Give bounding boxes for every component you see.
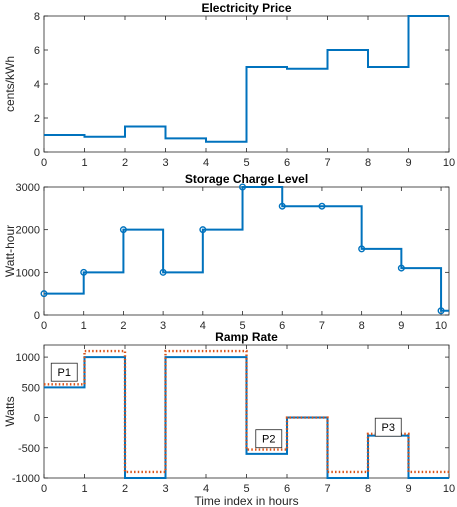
dotted-series-line <box>44 349 449 474</box>
data-point-marker <box>119 226 127 234</box>
x-tick-label: 4 <box>203 483 209 495</box>
data-point-marker <box>40 290 48 298</box>
callout-box <box>374 417 402 437</box>
series-line <box>44 356 449 479</box>
x-tick-label: 2 <box>122 157 128 169</box>
y-tick-label: 0 <box>34 413 40 425</box>
y-tick-label: 2000 <box>16 225 40 237</box>
callout-label: P1 <box>58 367 71 379</box>
data-point-marker <box>199 226 207 234</box>
x-tick-label: 6 <box>284 483 290 495</box>
x-tick-label: 2 <box>120 320 126 332</box>
y-tick-label: 1000 <box>16 267 40 279</box>
x-axis-label: Time index in hours <box>194 494 298 507</box>
x-tick-label: 5 <box>239 320 245 332</box>
x-tick-label: 3 <box>160 320 166 332</box>
series-line <box>44 15 449 143</box>
series-line <box>44 186 449 312</box>
y-tick-label: -1000 <box>12 473 40 485</box>
charge-axes-box <box>43 186 450 316</box>
y-tick-label: 2 <box>34 113 40 125</box>
x-tick-label: 8 <box>365 483 371 495</box>
y-tick-label: 1000 <box>16 352 40 364</box>
x-tick-label: 1 <box>81 483 87 495</box>
x-tick-label: 9 <box>405 157 411 169</box>
y-tick-label: 3000 <box>16 182 40 194</box>
y-tick-label: 4 <box>34 79 40 91</box>
x-tick-label: 4 <box>200 320 206 332</box>
x-tick-label: 6 <box>284 157 290 169</box>
x-tick-label: 8 <box>365 157 371 169</box>
x-tick-label: 9 <box>405 483 411 495</box>
x-tick-label: 6 <box>279 320 285 332</box>
ramp-rate-panel: 0 1 2 3 4 5 6 7 8 9 10 -1000 -500 0 500 1000 Ramp Rate Wa… <box>3 330 455 507</box>
x-tick-label: 7 <box>319 320 325 332</box>
data-point-marker <box>80 268 88 276</box>
x-tick-label: 8 <box>359 320 365 332</box>
x-tick-label: 5 <box>243 157 249 169</box>
data-point-marker <box>358 245 366 253</box>
x-tick-label: 3 <box>162 483 168 495</box>
callout-box <box>255 429 283 449</box>
data-point-marker <box>239 183 247 191</box>
x-tick-label: 1 <box>81 320 87 332</box>
callout-label: P3 <box>382 422 395 434</box>
x-tick-label: 3 <box>162 157 168 169</box>
y-axis-label: Watt-hour <box>3 225 17 277</box>
y-tick-label: 500 <box>22 382 40 394</box>
data-point-marker <box>318 202 326 210</box>
x-tick-label: 7 <box>324 157 330 169</box>
x-tick-label: 1 <box>81 157 87 169</box>
x-tick-label: 7 <box>324 483 330 495</box>
y-tick-label: -500 <box>18 443 40 455</box>
y-tick-label: 0 <box>34 147 40 159</box>
y-tick-label: 8 <box>34 11 40 23</box>
electricity-price-panel: 0 1 2 3 4 5 6 7 8 9 10 0 2 4 6 8 Electricity Price cents/… <box>3 1 455 169</box>
x-tick-label: 5 <box>243 483 249 495</box>
y-tick-label: 6 <box>34 45 40 57</box>
x-tick-label: 10 <box>435 320 447 332</box>
x-tick-label: 0 <box>41 157 47 169</box>
x-tick-label: 0 <box>41 320 47 332</box>
x-tick-label: 10 <box>443 157 455 169</box>
data-point-marker <box>397 264 405 272</box>
y-axis-label: cents/kWh <box>3 56 17 112</box>
callout-label: P2 <box>262 434 275 446</box>
y-tick-label: 0 <box>34 310 40 322</box>
x-tick-label: 4 <box>203 157 209 169</box>
chart-title: Ramp Rate <box>215 330 278 344</box>
data-point-marker <box>159 268 167 276</box>
chart-title: Storage Charge Level <box>185 172 308 186</box>
x-tick-label: 2 <box>122 483 128 495</box>
x-tick-label: 0 <box>41 483 47 495</box>
data-point-marker <box>278 202 286 210</box>
callout-box <box>50 362 78 382</box>
chart-title: Electricity Price <box>201 1 291 15</box>
x-tick-label: 9 <box>398 320 404 332</box>
y-axis-label: Watts <box>3 396 17 426</box>
data-point-marker <box>437 307 445 315</box>
storage-charge-level-panel: 0 1 2 3 4 5 6 7 8 9 10 0 1000 2000 3000 Storage Charge … <box>3 172 450 332</box>
x-tick-label: 10 <box>443 483 455 495</box>
